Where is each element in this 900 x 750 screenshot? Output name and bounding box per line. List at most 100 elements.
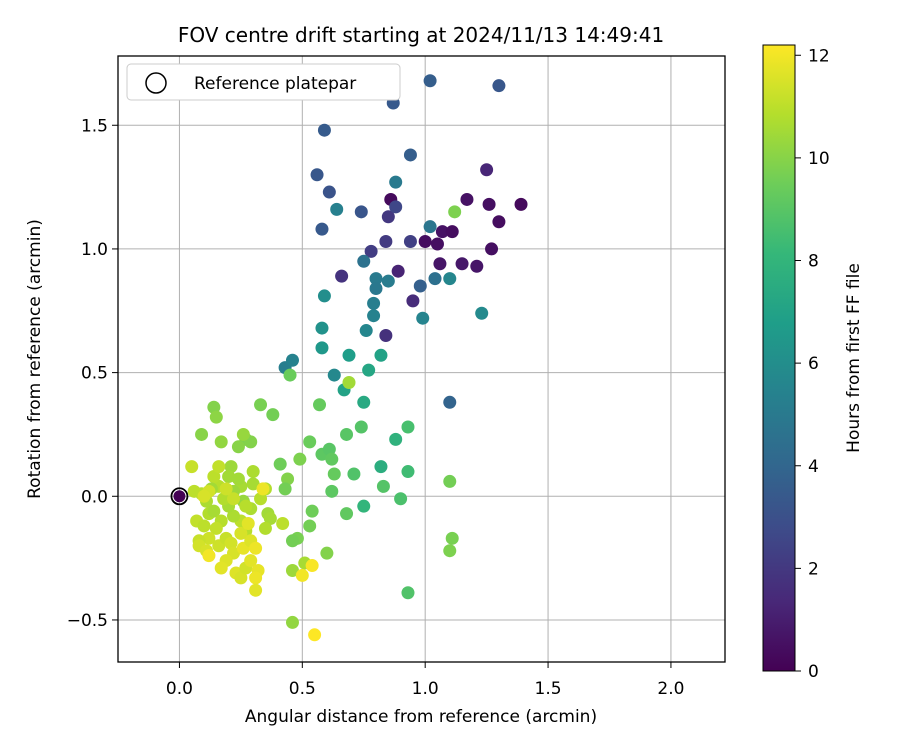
data-point — [224, 460, 238, 474]
data-point — [391, 264, 405, 278]
legend: Reference platepar — [126, 63, 401, 101]
data-point — [342, 348, 356, 362]
data-point — [214, 561, 228, 575]
data-point — [244, 554, 258, 568]
data-point — [423, 220, 437, 234]
data-point — [202, 531, 216, 545]
colorbar-tick-label: 2 — [808, 559, 819, 579]
x-tick-label: 2.0 — [657, 679, 684, 699]
data-point — [295, 568, 309, 582]
data-point — [362, 363, 376, 377]
data-point — [315, 341, 329, 355]
data-point — [310, 168, 324, 182]
data-point — [315, 321, 329, 335]
data-point — [492, 215, 506, 229]
data-point — [249, 583, 263, 597]
data-point — [263, 512, 277, 526]
y-tick-label: 1.5 — [81, 116, 108, 136]
data-point — [281, 472, 295, 486]
data-point — [305, 504, 319, 518]
data-point — [416, 311, 430, 325]
data-point — [285, 353, 299, 367]
data-point — [305, 559, 319, 573]
data-point — [374, 460, 388, 474]
data-point — [303, 435, 317, 449]
data-point — [254, 492, 268, 506]
data-point — [197, 489, 211, 503]
data-point — [475, 306, 489, 320]
data-point — [418, 235, 432, 249]
data-point — [222, 469, 236, 483]
data-point — [246, 477, 260, 491]
y-tick-label: 1.0 — [81, 240, 108, 260]
data-point — [340, 427, 354, 441]
data-point — [428, 272, 442, 286]
data-point — [369, 282, 383, 296]
data-point — [354, 420, 368, 434]
data-point — [278, 482, 292, 496]
data-point — [266, 408, 280, 422]
data-point — [202, 549, 216, 563]
data-point — [357, 499, 371, 513]
y-axis-label: Rotation from reference (arcmin) — [25, 219, 45, 499]
data-point — [374, 348, 388, 362]
colorbar-tick-label: 10 — [808, 149, 830, 169]
data-point — [389, 200, 403, 214]
data-point — [212, 460, 226, 474]
legend-entry-label: Reference platepar — [194, 74, 356, 94]
y-tick-label: 0.0 — [81, 487, 108, 507]
data-point — [443, 395, 457, 409]
data-point — [320, 546, 334, 560]
data-point — [217, 492, 231, 506]
colorbar-tick-label: 0 — [808, 662, 819, 682]
data-point — [322, 442, 336, 456]
data-point — [445, 531, 459, 545]
data-point — [401, 465, 415, 479]
data-point — [448, 205, 462, 219]
data-point — [342, 375, 356, 389]
plot-frame — [117, 55, 726, 663]
data-point — [401, 586, 415, 600]
data-point — [443, 474, 457, 488]
legend-marker-icon — [145, 72, 167, 94]
data-point — [209, 521, 223, 535]
colorbar-tick-label: 6 — [808, 354, 819, 374]
data-point — [335, 269, 349, 283]
data-point — [367, 309, 381, 323]
colorbar: 0 2 4 6 8 10 12 Hours from first FF file — [762, 44, 864, 682]
colorbar-tick-label: 12 — [808, 46, 830, 66]
y-tick-label: 0.5 — [81, 364, 108, 384]
data-point — [325, 484, 339, 498]
colorbar-gradient — [762, 44, 796, 672]
data-point — [293, 452, 307, 466]
data-point — [492, 79, 506, 93]
data-point — [234, 571, 248, 585]
data-point — [445, 225, 459, 239]
data-point — [354, 205, 368, 219]
data-point — [256, 482, 270, 496]
data-point — [413, 279, 427, 293]
plot-area — [117, 55, 726, 663]
x-tick-label: 0.5 — [289, 679, 316, 699]
data-point — [340, 507, 354, 521]
data-point — [315, 222, 329, 236]
x-tick-label: 1.0 — [412, 679, 439, 699]
data-point — [389, 175, 403, 189]
data-point — [389, 432, 403, 446]
data-points — [185, 74, 528, 642]
data-point — [273, 457, 287, 471]
data-point — [330, 202, 344, 216]
data-point — [327, 368, 341, 382]
data-point — [207, 469, 221, 483]
data-point — [357, 254, 371, 268]
data-point — [236, 427, 250, 441]
data-point — [455, 257, 469, 271]
data-point — [423, 74, 437, 88]
data-point — [406, 294, 420, 308]
data-point — [514, 197, 528, 211]
data-point — [187, 484, 201, 498]
data-point — [317, 123, 331, 137]
data-point — [224, 536, 238, 550]
data-point — [285, 563, 299, 577]
